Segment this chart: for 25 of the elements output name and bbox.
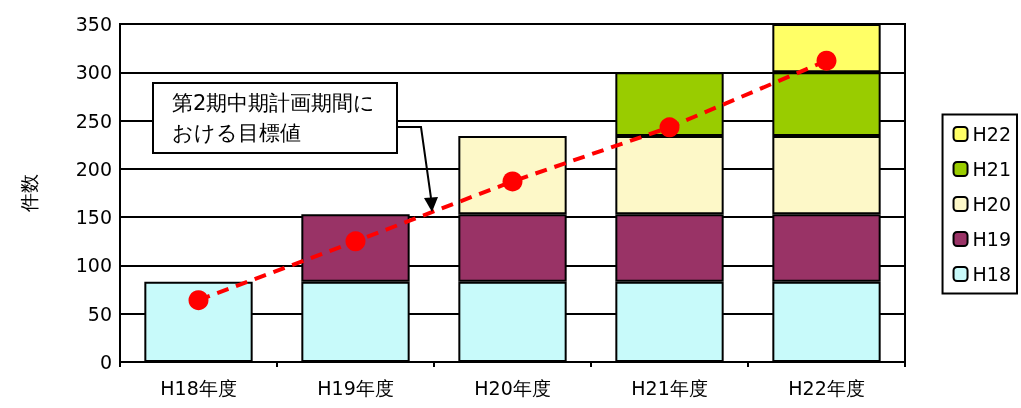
annotation: 第2期中期計画期間における目標値 [152, 82, 398, 154]
y-tick-label: 350 [75, 13, 112, 35]
y-tick-label: 150 [75, 206, 112, 229]
point [188, 290, 209, 311]
y-tick-label: 0 [99, 351, 112, 373]
point [345, 231, 366, 252]
legend-label: H19 [972, 228, 1011, 250]
legend-label: H21 [972, 158, 1011, 180]
x-tick-label: H22年度 [788, 376, 865, 399]
y-tick-label: 300 [75, 61, 112, 84]
legend-label: H18 [972, 263, 1011, 285]
y-tick-label: 100 [75, 254, 112, 277]
x-tick-label: H18年度 [160, 376, 237, 399]
y-tick-label: 50 [87, 302, 112, 325]
x-tick-label: H20年度 [474, 376, 551, 399]
y-tick-label: 200 [75, 157, 112, 180]
point [816, 50, 837, 71]
point [502, 171, 523, 192]
point [659, 117, 680, 138]
y-axis-title: 件数 [17, 174, 40, 212]
x-tick-label: H21年度 [631, 376, 708, 399]
legend-label: H20 [972, 193, 1011, 215]
legend-label: H22 [972, 123, 1011, 145]
y-tick-label: 250 [75, 109, 112, 132]
x-tick-label: H19年度 [317, 376, 394, 399]
